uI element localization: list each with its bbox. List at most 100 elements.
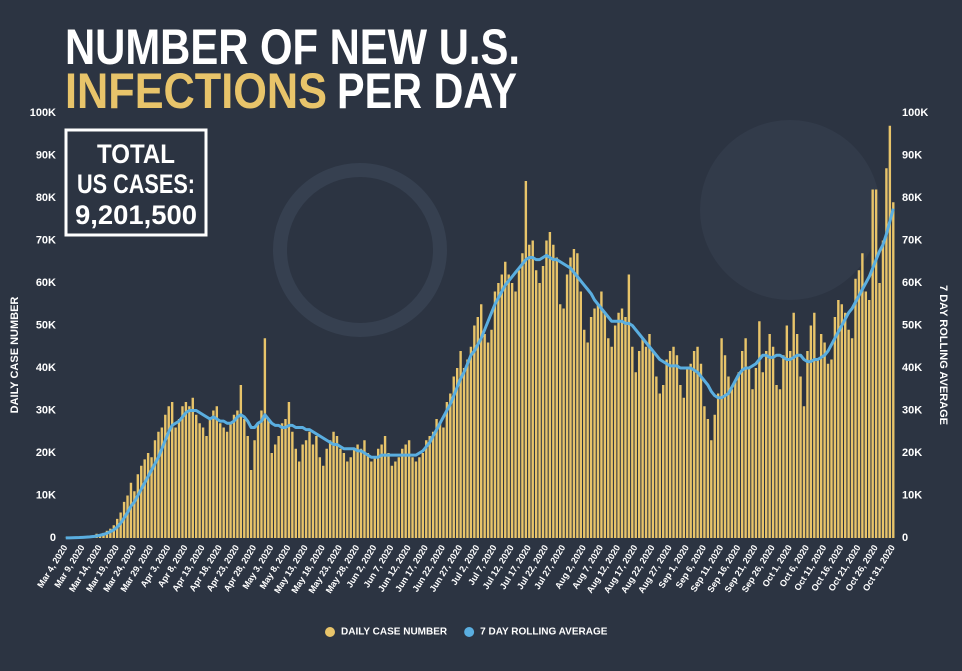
- bar: [246, 436, 249, 538]
- bar: [861, 253, 864, 538]
- bar: [541, 266, 545, 538]
- bar: [679, 385, 682, 538]
- bar: [164, 414, 167, 538]
- bar: [383, 436, 387, 538]
- legend-label: 7 DAY ROLLING AVERAGE: [480, 627, 608, 638]
- bar: [792, 312, 795, 538]
- bar: [201, 427, 205, 538]
- y2-tick-label: 100K: [902, 107, 928, 119]
- bar: [871, 189, 874, 538]
- y2-tick-label: 50K: [902, 319, 922, 331]
- bar: [706, 419, 710, 538]
- bar: [493, 291, 497, 538]
- bar: [847, 329, 850, 538]
- bar: [703, 406, 706, 538]
- bar: [775, 385, 778, 538]
- bar: [857, 270, 861, 538]
- bar: [555, 257, 558, 538]
- bar: [387, 453, 390, 538]
- bar: [133, 491, 136, 538]
- bar: [740, 351, 744, 538]
- bar: [184, 402, 188, 538]
- bar: [600, 291, 603, 538]
- bar: [517, 270, 521, 538]
- bar: [318, 457, 322, 538]
- bar: [208, 419, 212, 538]
- bar: [370, 461, 373, 538]
- bar: [823, 342, 826, 538]
- bar: [150, 457, 153, 538]
- bar: [819, 334, 823, 538]
- bar: [809, 325, 813, 538]
- bar: [617, 312, 620, 538]
- bar: [710, 440, 713, 538]
- bar: [253, 440, 256, 538]
- bar: [109, 528, 112, 538]
- bar: [435, 419, 438, 538]
- bar: [668, 351, 672, 538]
- bar: [490, 329, 493, 538]
- bar: [215, 406, 219, 538]
- bar: [637, 351, 641, 538]
- y2-tick-label: 10K: [902, 489, 922, 501]
- bar: [754, 368, 758, 538]
- bar: [531, 240, 534, 538]
- bar: [771, 346, 775, 538]
- bar: [270, 453, 273, 538]
- bar: [747, 368, 751, 538]
- bar: [785, 325, 789, 538]
- bar: [826, 363, 830, 538]
- y-tick-label: 50K: [36, 319, 56, 331]
- bar: [267, 419, 270, 538]
- bar: [603, 312, 607, 538]
- bar: [294, 448, 297, 538]
- bar: [146, 453, 150, 538]
- bar: [514, 291, 517, 538]
- bar: [212, 410, 215, 538]
- decoration: [700, 120, 880, 300]
- line: [65, 208, 895, 540]
- bar: [442, 427, 445, 538]
- bar: [243, 419, 246, 538]
- bar: [126, 495, 129, 538]
- bar: [352, 448, 356, 538]
- total-label: US CASES:: [77, 169, 195, 199]
- bar: [195, 414, 198, 538]
- bar: [449, 393, 452, 538]
- bar: [583, 329, 586, 538]
- bar: [665, 359, 668, 538]
- bar: [758, 321, 761, 538]
- bar: [486, 342, 490, 538]
- bar: [438, 423, 442, 538]
- bar: [507, 274, 510, 538]
- bar: [342, 453, 346, 538]
- bar: [648, 334, 651, 538]
- bar: [850, 338, 854, 538]
- bar: [569, 257, 572, 538]
- total-box: [64, 128, 208, 237]
- bar: [510, 283, 514, 538]
- bar: [455, 368, 459, 538]
- bar: [304, 440, 308, 538]
- bar: [277, 436, 280, 538]
- bar: [692, 351, 696, 538]
- bar: [174, 427, 177, 538]
- bar: [888, 125, 892, 538]
- y2-tick-label: 30K: [902, 404, 922, 416]
- bar: [225, 431, 229, 538]
- bar: [170, 402, 174, 538]
- bar: [596, 304, 600, 538]
- bar: [868, 300, 871, 538]
- bar: [744, 338, 747, 538]
- bar: [143, 459, 146, 538]
- y-tick-label: 40K: [36, 362, 56, 374]
- bar: [881, 240, 885, 538]
- bar: [359, 448, 363, 538]
- bar: [500, 274, 504, 538]
- bar: [462, 368, 466, 538]
- bar: [411, 457, 414, 538]
- total-value: 9,201,500: [75, 200, 197, 230]
- bar: [177, 419, 181, 538]
- bar: [287, 402, 291, 538]
- y2-tick-label: 70K: [902, 234, 922, 246]
